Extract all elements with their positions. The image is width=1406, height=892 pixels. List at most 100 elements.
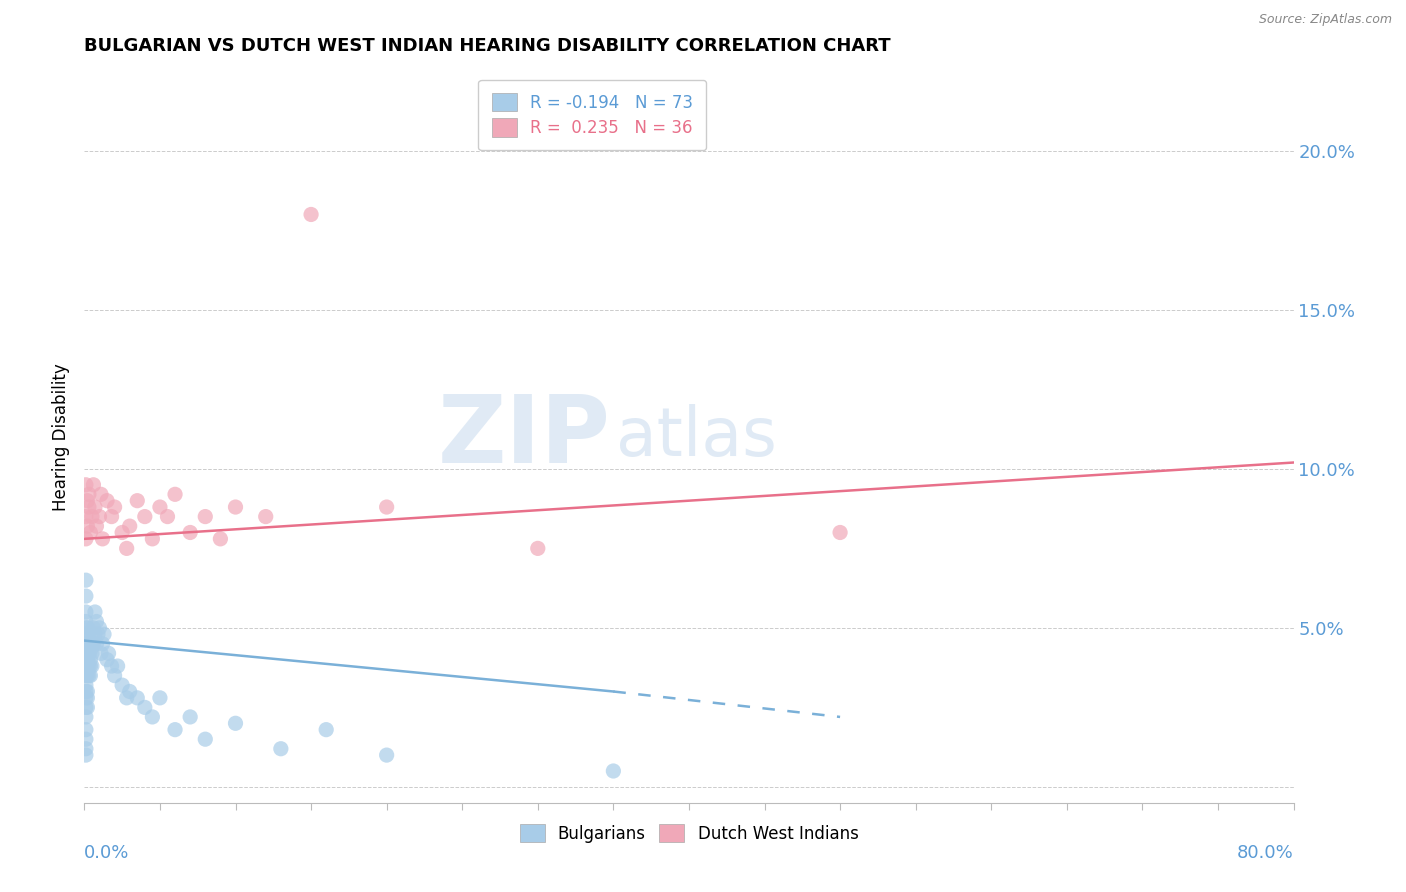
Point (79, 668, 101, 682)
Point (602, 764, 624, 778)
Point (75, 615, 97, 629)
Point (134, 700, 156, 714)
Point (76, 659, 98, 673)
Point (76, 653, 98, 667)
Point (134, 509, 156, 524)
Point (89, 621, 111, 635)
Point (270, 741, 292, 756)
Point (100, 659, 122, 673)
Point (76, 519, 98, 533)
Point (75, 684, 97, 698)
Point (75, 659, 97, 673)
Point (77, 500, 100, 514)
Point (76, 646, 98, 660)
Point (75, 678, 97, 692)
Point (107, 659, 129, 673)
Point (87, 627, 110, 641)
Point (115, 541, 138, 556)
Point (76, 684, 98, 698)
Text: atlas: atlas (616, 404, 778, 470)
Point (76, 668, 98, 682)
Point (86, 615, 108, 629)
Point (77, 487, 100, 501)
Point (75, 653, 97, 667)
Text: Source: ZipAtlas.com: Source: ZipAtlas.com (1258, 13, 1392, 27)
Point (79, 659, 101, 673)
Point (76, 637, 98, 651)
Point (194, 509, 217, 524)
Point (80, 646, 103, 660)
Point (75, 589, 97, 603)
Point (82, 637, 104, 651)
Text: ZIP: ZIP (437, 391, 610, 483)
Point (127, 690, 149, 705)
Point (375, 748, 398, 763)
Point (149, 500, 172, 514)
Point (127, 493, 149, 508)
Point (96, 493, 118, 508)
Point (75, 627, 97, 641)
Point (100, 509, 122, 524)
Point (194, 732, 217, 747)
Point (527, 541, 550, 556)
Point (75, 646, 97, 660)
Point (141, 532, 163, 546)
Text: BULGARIAN VS DUTCH WEST INDIAN HEARING DISABILITY CORRELATION CHART: BULGARIAN VS DUTCH WEST INDIAN HEARING D… (84, 37, 891, 54)
Point (93, 627, 115, 641)
Point (77, 637, 100, 651)
Point (79, 525, 101, 540)
Point (165, 723, 187, 737)
Legend: Bulgarians, Dutch West Indians: Bulgarians, Dutch West Indians (513, 817, 865, 849)
Point (75, 605, 97, 619)
Point (75, 477, 97, 491)
Point (165, 487, 187, 501)
Y-axis label: Hearing Disability: Hearing Disability (52, 363, 70, 511)
Point (149, 690, 172, 705)
Point (299, 207, 322, 221)
Point (84, 500, 107, 514)
Point (75, 710, 97, 724)
Point (75, 573, 97, 587)
Text: 0.0%: 0.0% (84, 844, 129, 863)
Point (96, 653, 118, 667)
Point (209, 532, 232, 546)
Point (118, 519, 141, 533)
Point (225, 500, 247, 514)
Point (89, 509, 111, 524)
Point (80, 509, 103, 524)
Point (104, 500, 127, 514)
Point (80, 659, 103, 673)
Point (315, 723, 337, 737)
Point (75, 732, 97, 747)
Point (91, 637, 114, 651)
Point (79, 653, 101, 667)
Point (111, 678, 134, 692)
Point (179, 525, 201, 540)
Point (80, 637, 103, 651)
Point (82, 621, 104, 635)
Point (97, 646, 120, 660)
Point (75, 668, 97, 682)
Point (84, 605, 107, 619)
Point (156, 509, 179, 524)
Point (76, 690, 98, 705)
Point (75, 748, 97, 763)
Point (254, 509, 277, 524)
Point (141, 710, 163, 724)
Point (75, 637, 97, 651)
Point (90, 487, 112, 501)
Text: 80.0%: 80.0% (1237, 844, 1294, 863)
Point (91, 532, 114, 546)
Point (375, 500, 398, 514)
Point (75, 741, 97, 756)
Point (90, 646, 112, 660)
Point (76, 627, 98, 641)
Point (75, 532, 97, 546)
Point (75, 509, 97, 524)
Point (830, 525, 852, 540)
Point (76, 493, 98, 508)
Point (104, 668, 127, 682)
Point (75, 621, 97, 635)
Point (77, 668, 100, 682)
Point (118, 684, 141, 698)
